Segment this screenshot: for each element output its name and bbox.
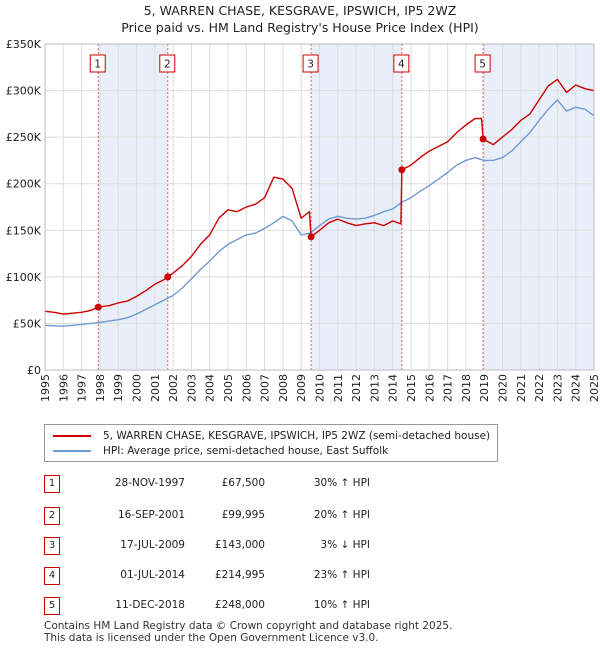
x-tick-label: 2020 — [497, 374, 510, 402]
y-tick-label: £50K — [13, 317, 42, 330]
x-tick-label: 2015 — [405, 374, 418, 402]
x-tick-label: 2009 — [295, 374, 308, 402]
sale-hpi-change: 3% ↓ HPI — [320, 539, 370, 551]
x-tick-label: 2005 — [222, 374, 235, 402]
x-tick-label: 2010 — [314, 374, 327, 402]
y-tick-label: £200K — [6, 178, 42, 191]
x-tick-label: 2025 — [588, 374, 600, 402]
chart-subtitle: Price paid vs. HM Land Registry's House … — [121, 20, 479, 35]
copyright-notice: Contains HM Land Registry data © Crown c… — [44, 620, 453, 632]
sale-price: £214,995 — [214, 569, 265, 581]
x-tick-label: 2016 — [423, 374, 436, 402]
x-tick-label: 2003 — [185, 374, 198, 402]
sale-date: 28-NOV-1997 — [114, 477, 185, 489]
x-tick-label: 2004 — [204, 374, 217, 402]
y-tick-label: £150K — [6, 224, 42, 237]
x-tick-label: 1998 — [94, 374, 107, 402]
sale-marker-label: 1 — [89, 54, 106, 73]
sale-date: 16-SEP-2001 — [117, 509, 185, 521]
x-tick-label: 1999 — [112, 374, 125, 402]
sale-marker-label: 2 — [159, 54, 176, 73]
x-tick-label: 1997 — [76, 374, 89, 402]
sale-point — [398, 166, 406, 174]
x-tick-label: 2023 — [551, 374, 564, 402]
x-tick-label: 2014 — [387, 374, 400, 402]
sale-date: 17-JUL-2009 — [120, 539, 185, 551]
y-tick-label: £250K — [6, 131, 42, 144]
y-tick-label: £100K — [6, 271, 42, 284]
table-row: 5 11-DEC-2018 £248,000 10% ↑ HPI — [0, 597, 600, 615]
legend-swatch-property — [53, 435, 91, 437]
x-tick-label: 2000 — [131, 374, 144, 402]
x-tick-label: 2011 — [332, 374, 345, 402]
table-row: 2 16-SEP-2001 £99,995 20% ↑ HPI — [0, 507, 600, 525]
chart-legend: 5, WARREN CHASE, KESGRAVE, IPSWICH, IP5 … — [44, 424, 498, 462]
sale-marker-number: 5 — [479, 59, 486, 71]
y-tick-label: £300K — [6, 85, 42, 98]
sale-marker-box — [89, 54, 106, 73]
x-tick-label: 2022 — [533, 374, 546, 402]
legend-swatch-hpi — [53, 450, 91, 452]
y-tick-label: £0 — [27, 364, 41, 377]
x-tick-label: 2002 — [167, 374, 180, 402]
legend-label-hpi: HPI: Average price, semi-detached house,… — [103, 445, 389, 457]
sale-marker-badge: 2 — [44, 507, 60, 525]
sale-marker-badge: 5 — [44, 597, 60, 615]
table-row: 4 01-JUL-2014 £214,995 23% ↑ HPI — [0, 567, 600, 585]
sale-point — [164, 273, 172, 281]
sale-marker-label: 4 — [393, 54, 410, 73]
sale-date: 01-JUL-2014 — [120, 569, 185, 581]
sale-hpi-change: 30% ↑ HPI — [313, 477, 370, 489]
chart-title: 5, WARREN CHASE, KESGRAVE, IPSWICH, IP5 … — [143, 3, 457, 18]
sale-marker-number: 3 — [307, 59, 314, 71]
sale-date: 11-DEC-2018 — [115, 599, 185, 611]
x-tick-label: 2018 — [460, 374, 473, 402]
sale-price: £143,000 — [214, 539, 265, 551]
price-chart: 1 2 3 4 5 £0 £50K £100K £150K £200K £250K £300K £35… — [6, 38, 600, 402]
hpi-line — [44, 99, 595, 327]
sale-marker-number: 2 — [164, 59, 171, 71]
x-tick-label: 2001 — [149, 374, 162, 402]
plot-frame — [44, 43, 595, 371]
x-tick-label: 2006 — [240, 374, 253, 402]
sale-marker-badge: 1 — [44, 475, 60, 493]
x-tick-label: 2008 — [277, 374, 290, 402]
sale-hpi-change: 23% ↑ HPI — [313, 569, 370, 581]
sale-marker-box — [393, 54, 410, 73]
sale-marker-number: 4 — [398, 59, 405, 71]
sale-marker-number: 1 — [94, 59, 101, 71]
sale-hpi-change: 20% ↑ HPI — [313, 509, 370, 521]
sale-marker-badge: 3 — [44, 537, 60, 555]
licence-notice: This data is licensed under the Open Gov… — [44, 632, 379, 644]
sale-marker-box — [159, 54, 176, 73]
sale-marker-box — [302, 54, 319, 73]
x-tick-label: 2013 — [368, 374, 381, 402]
sale-point — [479, 135, 487, 143]
x-tick-label: 2019 — [478, 374, 491, 402]
sale-marker-badge: 4 — [44, 567, 60, 585]
x-tick-label: 1996 — [57, 374, 70, 402]
table-row: 1 28-NOV-1997 £67,500 30% ↑ HPI — [0, 475, 600, 493]
sale-marker-label: 3 — [302, 54, 319, 73]
x-tick-label: 2017 — [442, 374, 455, 402]
x-tick-label: 1995 — [39, 374, 52, 402]
sale-point — [307, 233, 315, 241]
shaded-period — [483, 44, 594, 370]
legend-label-property: 5, WARREN CHASE, KESGRAVE, IPSWICH, IP5 … — [103, 430, 491, 442]
x-tick-label: 2012 — [350, 374, 363, 402]
x-tick-label: 2024 — [570, 374, 583, 402]
sale-marker-box — [474, 54, 491, 73]
sale-point — [94, 303, 102, 311]
sale-price: £248,000 — [214, 599, 265, 611]
x-tick-label: 2021 — [515, 374, 528, 402]
sale-price: £99,995 — [221, 509, 265, 521]
y-tick-label: £350K — [6, 38, 42, 51]
table-row: 3 17-JUL-2009 £143,000 3% ↓ HPI — [0, 537, 600, 555]
x-tick-label: 2007 — [259, 374, 272, 402]
sale-hpi-change: 10% ↑ HPI — [313, 599, 370, 611]
sale-price: £67,500 — [221, 477, 265, 489]
property-price-line — [44, 78, 595, 315]
sale-marker-label: 5 — [474, 54, 491, 73]
